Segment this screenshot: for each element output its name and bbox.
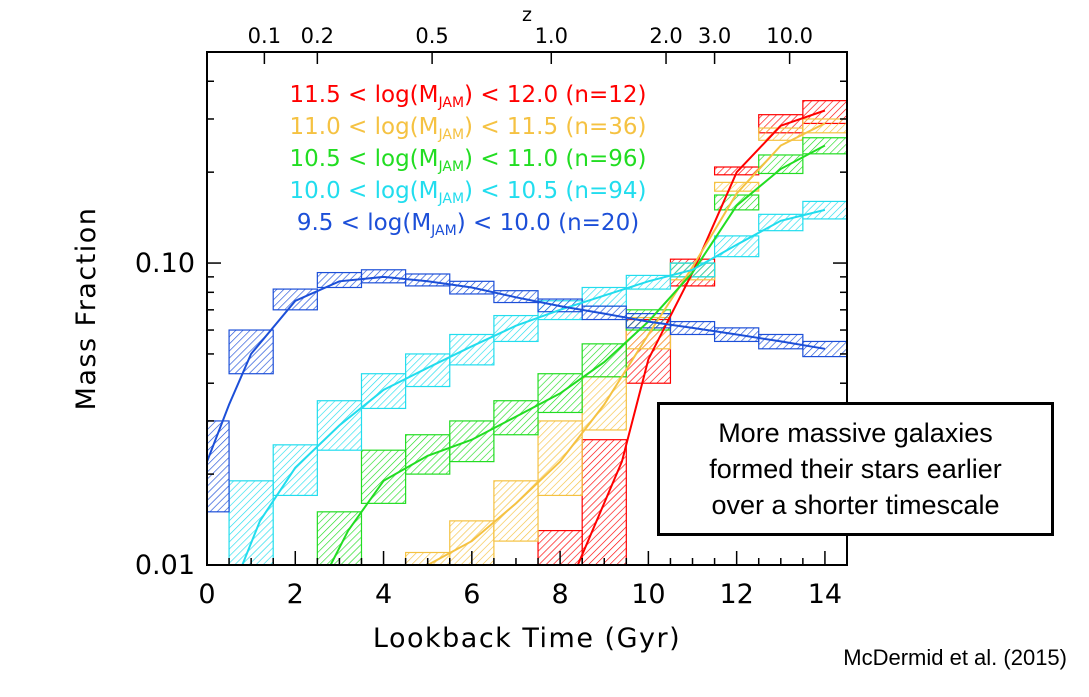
series-4-box-1 bbox=[228, 329, 274, 375]
z-tick-label: 0.1 bbox=[248, 24, 281, 48]
x-tick-label: 14 bbox=[808, 579, 842, 610]
x-tick-label: 0 bbox=[198, 579, 215, 610]
annotation-line-2: formed their stars earlier bbox=[709, 454, 1002, 484]
series-4-box-0 bbox=[207, 420, 230, 513]
x-tick-label: 4 bbox=[375, 579, 392, 610]
series-3-line bbox=[241, 208, 826, 565]
y-tick-label: 0.01 bbox=[135, 550, 195, 581]
series-4-line bbox=[207, 275, 826, 462]
series-2-box-2 bbox=[405, 434, 451, 475]
x-tick-label: 10 bbox=[631, 579, 665, 610]
legend-entry-0: 11.5 < log(MJAM) < 12.0 (n=12) bbox=[290, 82, 647, 111]
x-axis-label: Lookback Time (Gyr) bbox=[373, 623, 681, 654]
series-3-box-0 bbox=[228, 480, 274, 565]
annotation-line-1: More massive galaxies bbox=[718, 418, 993, 448]
series-2-box-3 bbox=[449, 420, 495, 463]
x-tick-label: 12 bbox=[719, 579, 753, 610]
series-1-box-2 bbox=[493, 480, 539, 542]
z-tick-label: 1.0 bbox=[535, 24, 568, 48]
citation-credit: McDermid et al. (2015) bbox=[843, 645, 1067, 670]
series-4-box-2 bbox=[272, 288, 318, 311]
legend-entry-3: 10.0 < log(MJAM) < 10.5 (n=94) bbox=[290, 178, 647, 207]
y-tick-label: 0.10 bbox=[135, 248, 195, 279]
annotation-box: More massive galaxies formed their stars… bbox=[657, 402, 1054, 536]
z-tick-label: 0.5 bbox=[415, 24, 448, 48]
series-1-box-3 bbox=[537, 420, 583, 497]
legend: 11.5 < log(MJAM) < 12.0 (n=12) 11.0 < log… bbox=[290, 82, 647, 239]
x-tick-label: 6 bbox=[463, 579, 480, 610]
series-lines bbox=[207, 109, 826, 565]
series-2-box-10 bbox=[758, 154, 804, 175]
series-2-line bbox=[329, 144, 826, 565]
annotation-line-3: over a shorter timescale bbox=[711, 490, 1000, 520]
z-tick-label: 0.2 bbox=[301, 24, 334, 48]
series-1-line bbox=[427, 122, 826, 565]
series-2-box-1 bbox=[360, 449, 407, 504]
legend-entry-4: 9.5 < log(MJAM) < 10.0 (n=20) bbox=[297, 210, 639, 239]
x-tick-label: 8 bbox=[552, 579, 569, 610]
x-tick-label: 2 bbox=[287, 579, 304, 610]
axes: 0 2 4 6 8 10 12 14 0.1 0.2 0.5 1.0 2.0 3.0 10.0 z 0.01 0.… bbox=[71, 4, 848, 654]
z-tick-label: 2.0 bbox=[649, 24, 682, 48]
series-3-box-4 bbox=[405, 353, 451, 388]
z-axis-label: z bbox=[522, 4, 532, 26]
series-1-box-7 bbox=[713, 181, 760, 192]
legend-entry-2: 10.5 < log(MJAM) < 11.0 (n=96) bbox=[290, 146, 647, 175]
plot-frame bbox=[206, 51, 848, 566]
z-tick-label: 3.0 bbox=[698, 24, 731, 48]
y-axis-label: Mass Fraction bbox=[71, 207, 102, 411]
z-tick-label: 10.0 bbox=[766, 24, 813, 48]
legend-entry-1: 11.0 < log(MJAM) < 11.5 (n=36) bbox=[290, 114, 647, 143]
